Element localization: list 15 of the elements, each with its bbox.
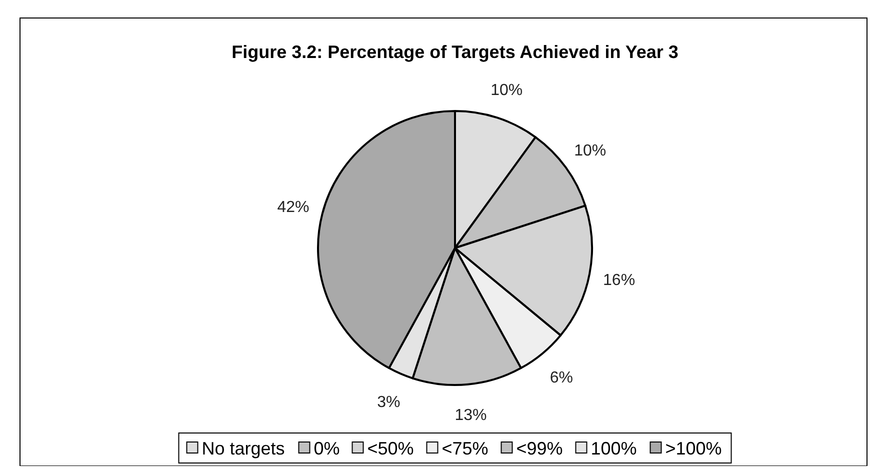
legend-label: No targets — [202, 438, 285, 458]
data-label: 10% — [574, 142, 606, 160]
legend-label: <99% — [516, 438, 563, 458]
legend-label: 0% — [314, 438, 340, 458]
data-label: 3% — [377, 394, 400, 411]
data-label: 6% — [550, 369, 574, 386]
legend-label: <50% — [367, 438, 414, 458]
legend-label: 100% — [590, 438, 637, 458]
data-label: 13% — [454, 406, 487, 424]
data-label: 10% — [490, 82, 523, 99]
legend-label: >100% — [665, 438, 722, 458]
legend-label: <75% — [442, 438, 488, 458]
chart-title: Figure 3.2: Percentage of Targets Achieved in Year 3 — [232, 42, 678, 62]
data-label: 16% — [603, 272, 636, 289]
data-label: 42% — [277, 199, 310, 216]
